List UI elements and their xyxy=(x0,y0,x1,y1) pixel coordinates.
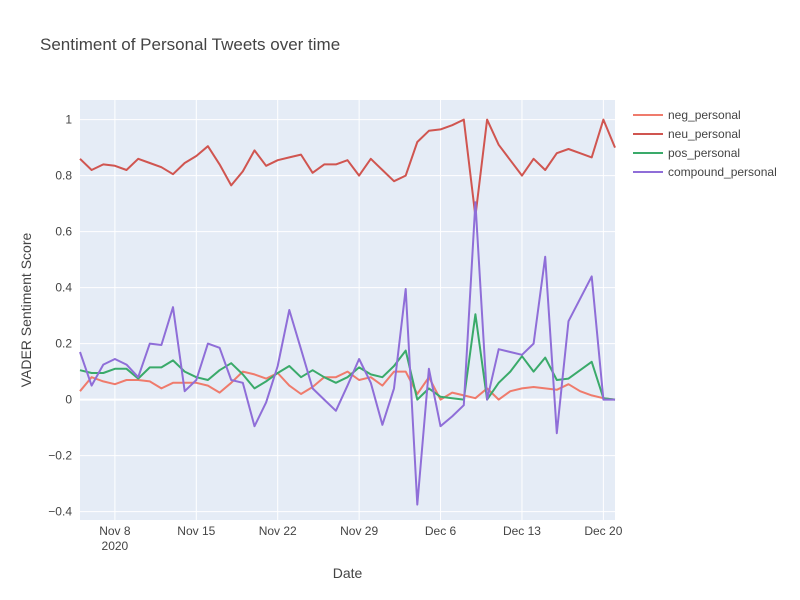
y-tick-label: −0.2 xyxy=(48,449,72,463)
x-tick-label: Dec 20 xyxy=(584,524,622,538)
x-tick-label: Nov 8 xyxy=(99,524,131,538)
x-tick-label: Nov 22 xyxy=(259,524,297,538)
series-line-neg-personal xyxy=(79,370,616,401)
x-axis-title: Date xyxy=(333,565,363,581)
plot-area xyxy=(80,100,615,520)
x-tick-label: Dec 13 xyxy=(503,524,541,538)
legend-label: neg_personal xyxy=(668,108,741,122)
legend-label: compound_personal xyxy=(668,165,777,179)
legend-label: pos_personal xyxy=(668,146,740,160)
y-tick-label: 0.2 xyxy=(55,337,72,351)
y-tick-label: 0.6 xyxy=(55,225,72,239)
x-tick-label: Dec 6 xyxy=(425,524,457,538)
series-line-neu-personal xyxy=(79,118,616,218)
y-tick-label: −0.4 xyxy=(48,505,72,519)
chart-title: Sentiment of Personal Tweets over time xyxy=(40,35,340,54)
y-axis-title: VADER Sentiment Score xyxy=(18,233,34,388)
grid xyxy=(80,100,615,520)
x-tick-sublabel: 2020 xyxy=(102,539,129,553)
y-axis-ticks: −0.4 −0.2 0 0.2 0.4 0.6 0.8 1 xyxy=(48,113,72,519)
y-tick-label: 0.4 xyxy=(55,281,72,295)
y-tick-label: 0 xyxy=(65,393,72,407)
series-layer xyxy=(79,118,616,506)
x-tick-label: Nov 29 xyxy=(340,524,378,538)
legend-label: neu_personal xyxy=(668,127,741,141)
series-line-pos-personal xyxy=(79,313,616,401)
x-tick-label: Nov 15 xyxy=(177,524,215,538)
series-line-compound-personal xyxy=(79,201,615,506)
legend: neg_personal neu_personal pos_personalcomp… xyxy=(633,108,777,179)
y-tick-label: 0.8 xyxy=(55,169,72,183)
y-tick-label: 1 xyxy=(65,113,72,127)
